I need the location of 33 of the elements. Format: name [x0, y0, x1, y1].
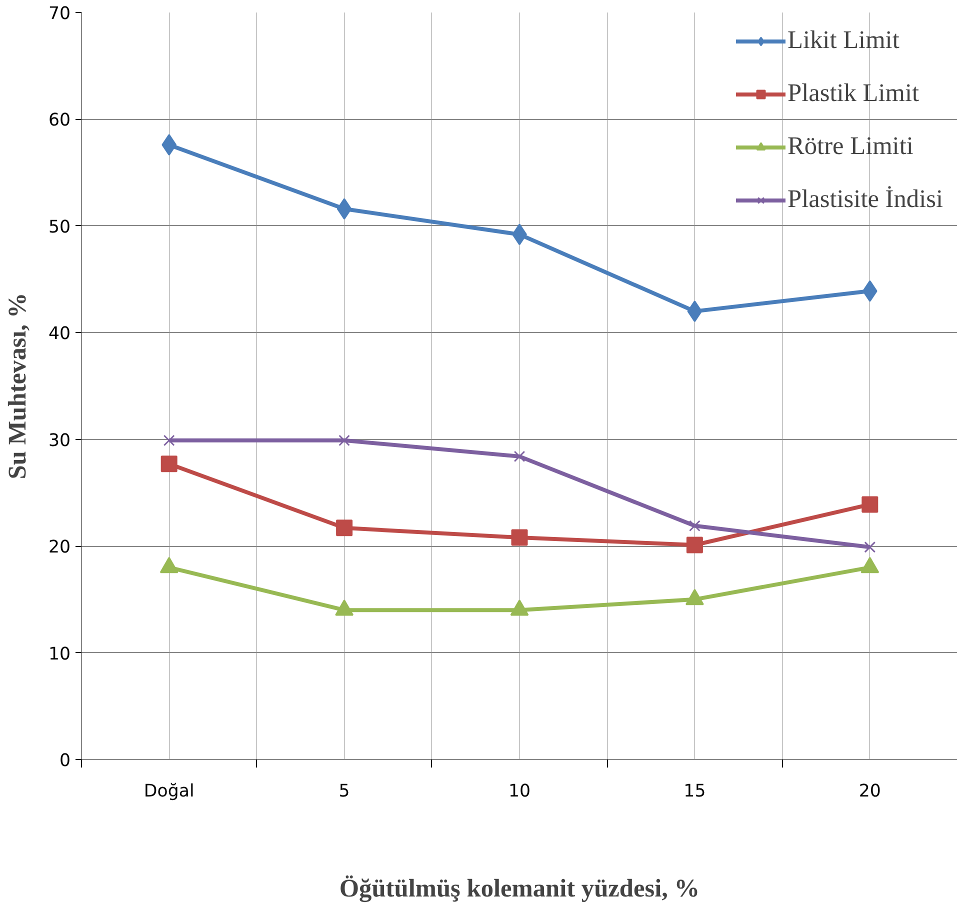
point: [336, 198, 352, 220]
legend-label: Plastisite İndisi: [788, 185, 943, 214]
y-tick-label: 70: [48, 4, 71, 24]
y-tick-label: 50: [48, 217, 71, 238]
point: [338, 434, 350, 446]
point: [862, 280, 878, 302]
legend-label: Likit Limit: [788, 26, 900, 55]
x-tick-label: 10: [508, 782, 531, 802]
legend-label: Plastik Limit: [788, 79, 920, 108]
point: [336, 520, 353, 536]
point: [514, 450, 526, 462]
y-tick-label: 60: [48, 110, 71, 131]
point: [862, 496, 878, 513]
x-tick-label: 20: [858, 782, 881, 802]
x-axis-title: Öğütülmüş kolemanit yüzdesi, %: [339, 874, 700, 902]
x-tick-label: Doğal: [144, 782, 194, 802]
x-tick-label: 5: [338, 782, 350, 802]
point: [864, 541, 876, 553]
point: [686, 536, 703, 554]
y-tick-label: 0: [59, 751, 71, 771]
y-tick-label: 40: [48, 324, 71, 344]
point: [163, 434, 175, 446]
y-tick-label: 10: [48, 644, 71, 664]
point: [160, 456, 178, 472]
y-tick-label: 20: [48, 538, 71, 558]
point: [687, 300, 702, 322]
point: [689, 520, 700, 532]
y-tick-label: 30: [48, 430, 71, 451]
x-tick-label: 15: [684, 782, 706, 802]
point: [162, 134, 177, 156]
y-axis-title: Su Muhtevası, %: [3, 292, 32, 480]
point: [511, 529, 528, 546]
legend-label: Rötre Limiti: [788, 132, 914, 161]
